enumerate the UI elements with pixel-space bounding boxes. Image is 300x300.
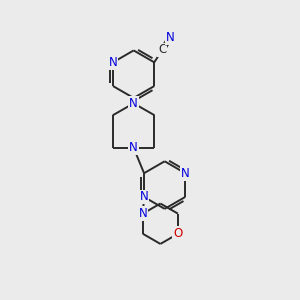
Text: O: O [173,227,182,240]
Text: N: N [129,141,138,154]
Text: N: N [129,97,138,110]
Text: N: N [109,56,117,69]
Text: N: N [140,190,148,203]
Text: C: C [158,43,166,56]
Text: N: N [139,207,147,220]
Text: N: N [166,31,175,44]
Text: N: N [181,167,190,180]
